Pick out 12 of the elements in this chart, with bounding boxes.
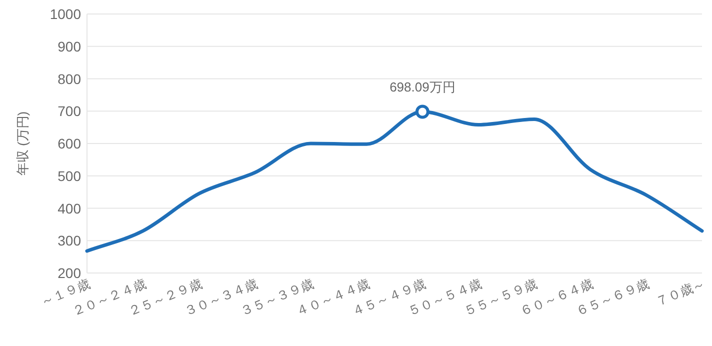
x-tick-label: ７０歳～ <box>653 276 708 310</box>
y-tick-label: 900 <box>58 38 82 54</box>
y-tick-label: 600 <box>58 136 82 152</box>
y-tick-label: 1000 <box>50 6 82 22</box>
y-tick-label: 200 <box>58 265 82 281</box>
y-tick-label: 500 <box>58 168 82 184</box>
annotation: 698.09万円 <box>390 80 456 95</box>
y-tick-label: 700 <box>58 103 82 120</box>
y-tick-label: 400 <box>58 200 82 216</box>
y-axis-title: 年収 (万円) <box>15 111 30 176</box>
y-tick-label: 800 <box>58 70 82 87</box>
y-tick-label: 300 <box>58 232 82 249</box>
